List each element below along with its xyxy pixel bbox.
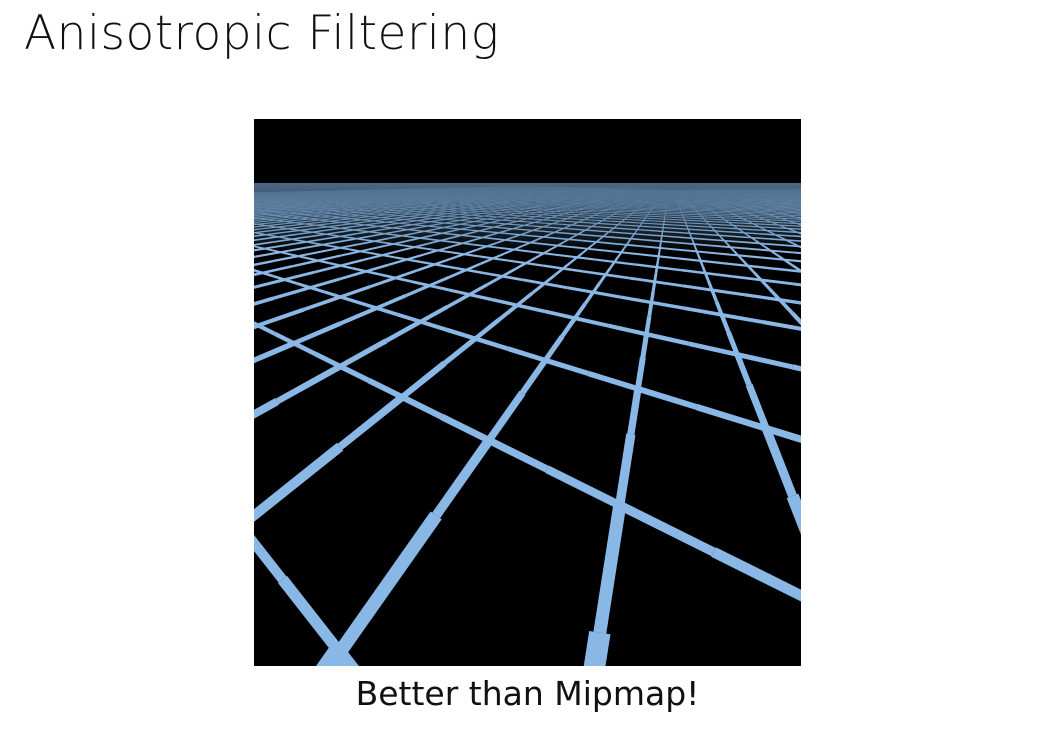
perspective-grid-image	[254, 119, 801, 666]
slide-title: Anisotropic Filtering	[24, 6, 499, 62]
ground-region	[254, 183, 801, 666]
anisotropic-grid-figure	[254, 119, 801, 666]
sky-region	[254, 119, 801, 183]
